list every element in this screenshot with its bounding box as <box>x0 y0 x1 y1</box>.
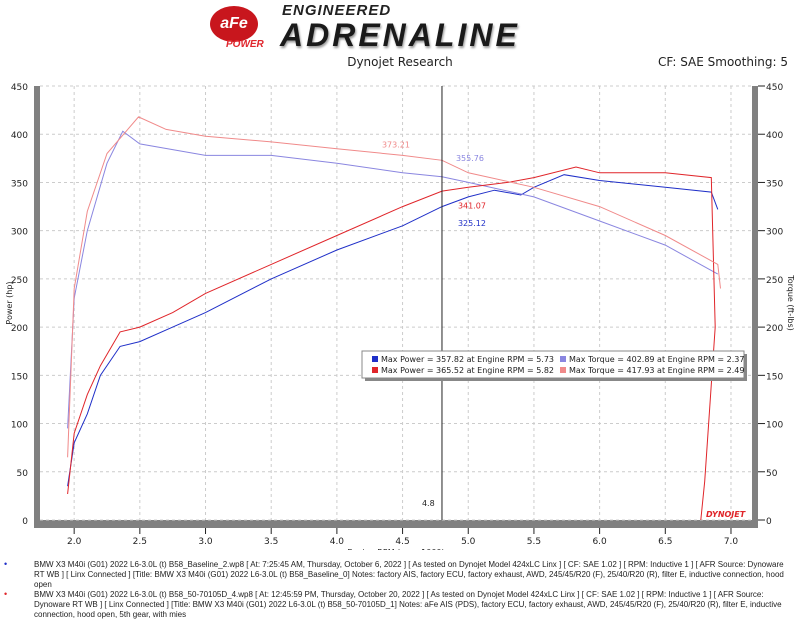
run-notes: • BMW X3 M40i (G01) 2022 L6-3.0L (t) B58… <box>4 559 796 620</box>
run-marker-blue: • <box>4 559 8 569</box>
y-right-tick-label: 400 <box>766 131 783 141</box>
cursor-label: 4.8 <box>422 499 435 508</box>
legend-entry: Max Torque = 417.93 at Engine RPM = 2.49 <box>569 366 744 375</box>
series-line-afe_torque <box>67 116 721 458</box>
legend-entry: Max Power = 365.52 at Engine RPM = 5.82 <box>381 366 554 375</box>
dyno-chart: 0 0 50 50 100 100 150 150 200 200 250 250 300 300 350 3… <box>5 83 795 550</box>
run-note-1b: Connected ] [Title: BMW X3 M40i (G01) 20… <box>34 570 784 589</box>
x-tick-label: 7.0 <box>724 537 739 547</box>
y-tick-label: 250 <box>11 276 28 286</box>
x-tick-label: 3.0 <box>198 537 213 547</box>
legend-box <box>361 350 745 379</box>
x-tick-label: 3.5 <box>264 537 278 547</box>
y-right-axis-label: Torque (ft-lbs) <box>786 274 795 331</box>
run-note-2: • BMW X3 M40i (G01) 2022 L6-3.0L (t) B58… <box>4 589 796 620</box>
series-line-base_torque <box>67 130 719 429</box>
x-tick-label: 4.5 <box>395 537 409 547</box>
y-tick-label: 450 <box>11 83 28 93</box>
y-right-tick-label: 350 <box>766 179 783 189</box>
logo-tagline-top: ENGINEERED <box>282 2 392 19</box>
y-tick-label: 100 <box>11 421 28 431</box>
run-note-1a: BMW X3 M40i (G01) 2022 L6-3.0L (t) B58_B… <box>34 560 784 579</box>
y-right-tick-label: 150 <box>766 372 783 382</box>
chart-subtitle: Dynojet Research <box>347 55 453 69</box>
y-tick-label: 350 <box>11 179 28 189</box>
legend-swatch <box>372 367 378 373</box>
legend-entry: Max Torque = 402.89 at Engine RPM = 2.37 <box>569 355 744 364</box>
y-axis-label: Power (hp) <box>5 281 14 324</box>
y-tick-label: 50 <box>17 469 29 479</box>
cursor-value: 355.76 <box>456 154 484 163</box>
x-tick-label: 6.0 <box>592 537 607 547</box>
x-tick-label: 5.0 <box>461 537 476 547</box>
y-right-tick-label: 250 <box>766 276 783 286</box>
logo-power-text: POWER <box>226 39 264 50</box>
y-right-tick-label: 50 <box>766 469 778 479</box>
x-tick-label: 2.0 <box>67 537 82 547</box>
y-tick-label: 150 <box>11 372 28 382</box>
correction-factor-info: CF: SAE Smoothing: 5 <box>657 55 788 69</box>
y-tick-label: 0 <box>22 517 28 527</box>
run-note-1: • BMW X3 M40i (G01) 2022 L6-3.0L (t) B58… <box>4 559 796 590</box>
cursor-value: 373.21 <box>382 141 410 150</box>
y-right-tick-label: 0 <box>766 517 772 527</box>
y-tick-label: 300 <box>11 228 28 238</box>
y-right-tick-label: 450 <box>766 83 783 93</box>
x-axis-label: Engine RPM (rpmx1000) <box>347 548 444 550</box>
legend-swatch <box>560 367 566 373</box>
dynojet-watermark: DYNOJET <box>706 510 746 519</box>
y-tick-label: 200 <box>11 324 28 334</box>
legend-entry: Max Power = 357.82 at Engine RPM = 5.73 <box>381 355 554 364</box>
legend-swatch <box>560 356 566 362</box>
y-right-tick-label: 300 <box>766 228 783 238</box>
x-tick-label: 5.5 <box>527 537 541 547</box>
run-note-2b: [ Linx Connected ] [Title: BMW X3 M40i (… <box>34 600 782 619</box>
cursor-value: 341.07 <box>458 201 486 210</box>
run-marker-red: • <box>4 589 8 599</box>
y-tick-label: 400 <box>11 131 28 141</box>
x-tick-label: 2.5 <box>133 537 147 547</box>
logo-tagline-main: ADRENALINE <box>280 17 520 53</box>
x-tick-label: 6.5 <box>658 537 672 547</box>
y-right-tick-label: 200 <box>766 324 783 334</box>
x-tick-label: 4.0 <box>330 537 345 547</box>
series-line-base_power <box>67 174 719 487</box>
afe-logo: aFe <box>210 6 258 42</box>
legend-swatch <box>372 356 378 362</box>
series-line-afe_power <box>67 166 716 521</box>
y-right-tick-label: 100 <box>766 421 783 431</box>
cursor-value: 325.12 <box>458 219 486 228</box>
plot-area <box>40 86 752 520</box>
